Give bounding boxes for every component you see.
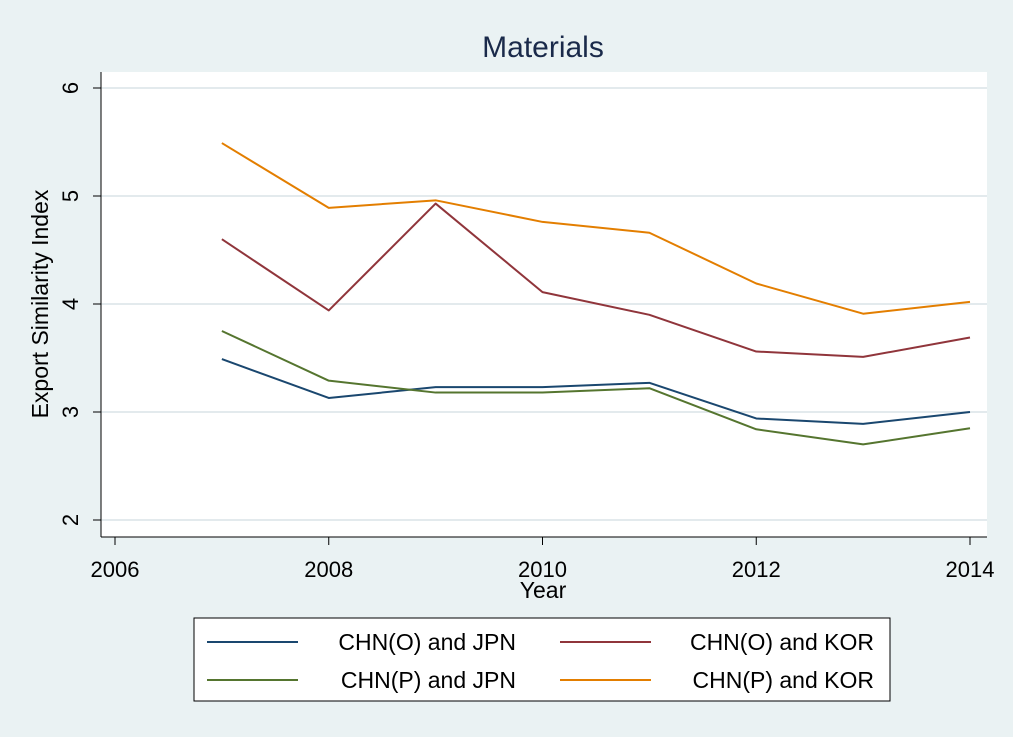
legend-box (193, 617, 891, 702)
y-tick-label: 3 (58, 406, 83, 418)
gridlines (101, 87, 987, 521)
legend-label: CHN(P) and JPN (341, 667, 516, 693)
legend-label: CHN(O) and JPN (338, 629, 516, 655)
series-line-chn-p-and-kor (221, 142, 971, 315)
chart-title: Materials (482, 31, 604, 64)
axes: 2 3 4 5 6 2006 2008 2010 2012 2014 (58, 72, 994, 582)
y-tick-label: 5 (58, 190, 83, 202)
x-tick-label: 2006 (91, 557, 140, 582)
series-line-chn-o-and-jpn (221, 358, 971, 425)
x-tick-label: 2010 (518, 557, 567, 582)
x-tick-label: 2014 (946, 557, 995, 582)
series-line-chn-o-and-kor (221, 202, 971, 358)
x-axis-title: Year (520, 577, 567, 603)
y-tick-label: 2 (58, 514, 83, 526)
legend-label: CHN(P) and KOR (693, 667, 874, 693)
x-tick-label: 2008 (304, 557, 353, 582)
y-tick-label: 4 (58, 298, 83, 310)
y-axis-title: Export Similarity Index (27, 189, 53, 418)
legend: CHN(O) and JPN CHN(O) and KOR CHN(P) and J… (193, 617, 891, 702)
y-tick-label: 6 (58, 82, 83, 94)
series-lines (221, 142, 971, 446)
legend-label: CHN(O) and KOR (690, 629, 874, 655)
series-line-chn-p-and-jpn (221, 330, 971, 446)
x-tick-label: 2012 (732, 557, 781, 582)
